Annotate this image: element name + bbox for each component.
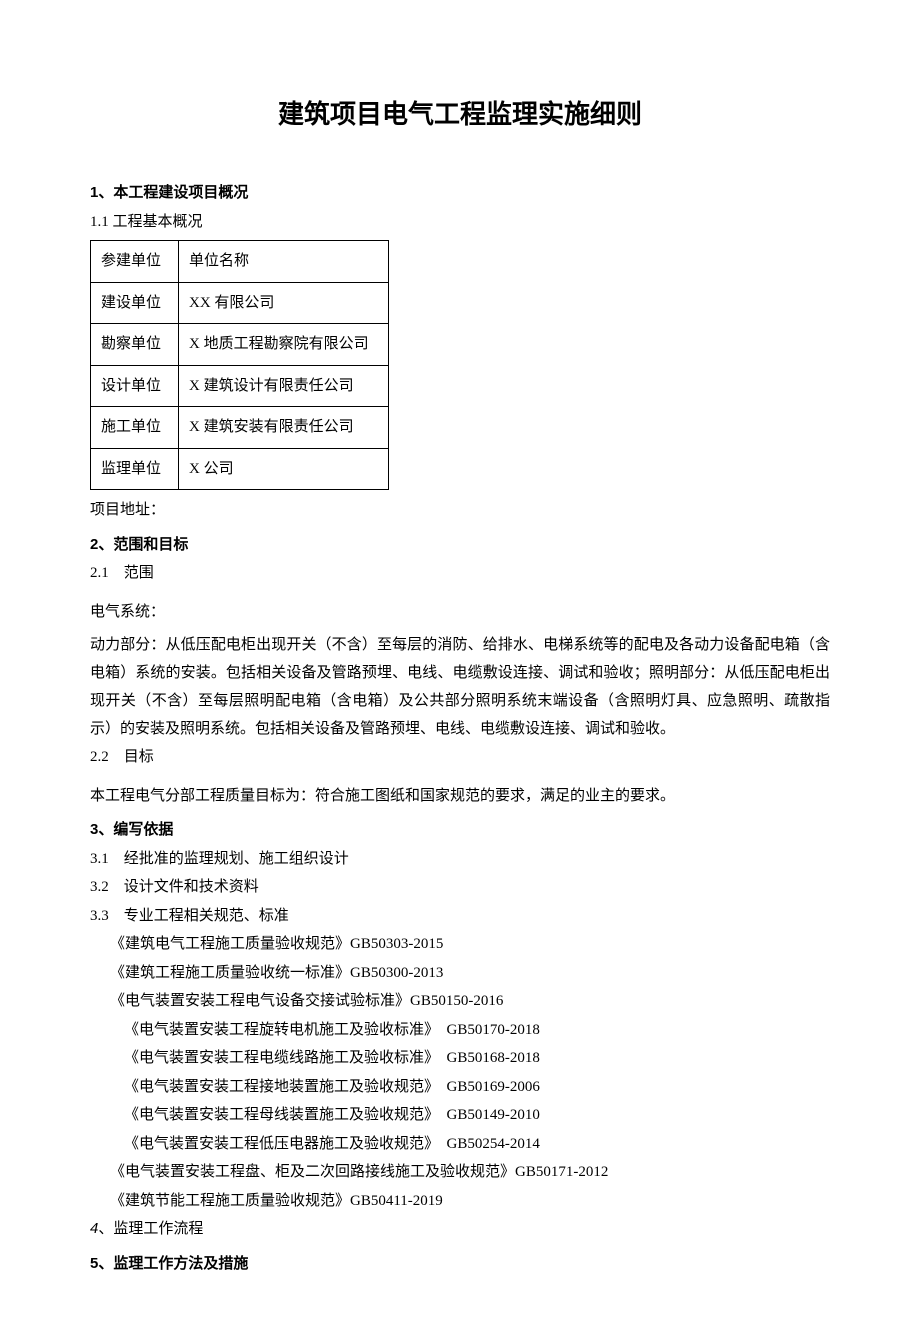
section-5-heading: 5、监理工作方法及措施 xyxy=(90,1250,830,1279)
standard-line: 《建筑节能工程施工质量验收规范》GB50411-2019 xyxy=(110,1187,830,1216)
table-row: 监理单位 X 公司 xyxy=(91,448,389,490)
standard-line: 《电气装置安装工程母线装置施工及验收规范》 GB50149-2010 xyxy=(124,1101,830,1130)
table-cell: 建设单位 xyxy=(91,282,179,324)
section-2-heading: 2、范围和目标 xyxy=(90,531,830,560)
standard-line: 《电气装置安装工程低压电器施工及验收规范》 GB50254-2014 xyxy=(124,1130,830,1159)
section-2-text: 、范围和目标 xyxy=(98,537,188,553)
standard-line: 《建筑工程施工质量验收统一标准》GB50300-2013 xyxy=(110,959,830,988)
goal-text: 本工程电气分部工程质量目标为：符合施工图纸和国家规范的要求，满足的业主的要求。 xyxy=(90,782,830,811)
section-4-heading: 4、监理工作流程 xyxy=(90,1215,830,1244)
table-cell: 设计单位 xyxy=(91,365,179,407)
section-3-3: 3.3 专业工程相关规范、标准 xyxy=(90,902,830,931)
project-address: 项目地址： xyxy=(90,496,830,525)
table-cell: X 建筑设计有限责任公司 xyxy=(179,365,389,407)
section-3-text: 、编写依据 xyxy=(98,822,173,838)
scope-body: 动力部分：从低压配电柜出现开关（不含）至每层的消防、给排水、电梯系统等的配电及各… xyxy=(90,632,830,743)
table-cell: 参建单位 xyxy=(91,241,179,283)
units-table: 参建单位 单位名称 建设单位 XX 有限公司 勘察单位 X 地质工程勘察院有限公… xyxy=(90,240,389,490)
table-cell: X 地质工程勘察院有限公司 xyxy=(179,324,389,366)
section-4-text: 、监理工作流程 xyxy=(98,1221,203,1237)
standard-line: 《建筑电气工程施工质量验收规范》GB50303-2015 xyxy=(110,930,830,959)
table-row: 参建单位 单位名称 xyxy=(91,241,389,283)
table-row: 勘察单位 X 地质工程勘察院有限公司 xyxy=(91,324,389,366)
section-3-heading: 3、编写依据 xyxy=(90,816,830,845)
document-title: 建筑项目电气工程监理实施细则 xyxy=(90,90,830,139)
table-cell: 单位名称 xyxy=(179,241,389,283)
section-3-2: 3.2 设计文件和技术资料 xyxy=(90,873,830,902)
standard-line: 《电气装置安装工程盘、柜及二次回路接线施工及验收规范》GB50171-2012 xyxy=(110,1158,830,1187)
table-cell: 勘察单位 xyxy=(91,324,179,366)
section-1-heading: 1、本工程建设项目概况 xyxy=(90,179,830,208)
table-cell: 施工单位 xyxy=(91,407,179,449)
standard-line: 《电气装置安装工程旋转电机施工及验收标准》 GB50170-2018 xyxy=(124,1016,830,1045)
electrical-system-label: 电气系统： xyxy=(90,598,830,627)
standard-line: 《电气装置安装工程接地装置施工及验收规范》 GB50169-2006 xyxy=(124,1073,830,1102)
section-1-1: 1.1 工程基本概况 xyxy=(90,208,830,237)
section-1-text: 、本工程建设项目概况 xyxy=(98,185,248,201)
table-cell: X 公司 xyxy=(179,448,389,490)
table-cell: X 建筑安装有限责任公司 xyxy=(179,407,389,449)
table-cell: 监理单位 xyxy=(91,448,179,490)
table-cell: XX 有限公司 xyxy=(179,282,389,324)
section-5-text: 、监理工作方法及措施 xyxy=(98,1256,248,1272)
section-2-2: 2.2 目标 xyxy=(90,743,830,772)
section-2-1: 2.1 范围 xyxy=(90,559,830,588)
table-row: 设计单位 X 建筑设计有限责任公司 xyxy=(91,365,389,407)
table-row: 施工单位 X 建筑安装有限责任公司 xyxy=(91,407,389,449)
standard-line: 《电气装置安装工程电缆线路施工及验收标准》 GB50168-2018 xyxy=(124,1044,830,1073)
table-row: 建设单位 XX 有限公司 xyxy=(91,282,389,324)
standard-line: 《电气装置安装工程电气设备交接试验标准》GB50150-2016 xyxy=(110,987,830,1016)
section-3-1: 3.1 经批准的监理规划、施工组织设计 xyxy=(90,845,830,874)
